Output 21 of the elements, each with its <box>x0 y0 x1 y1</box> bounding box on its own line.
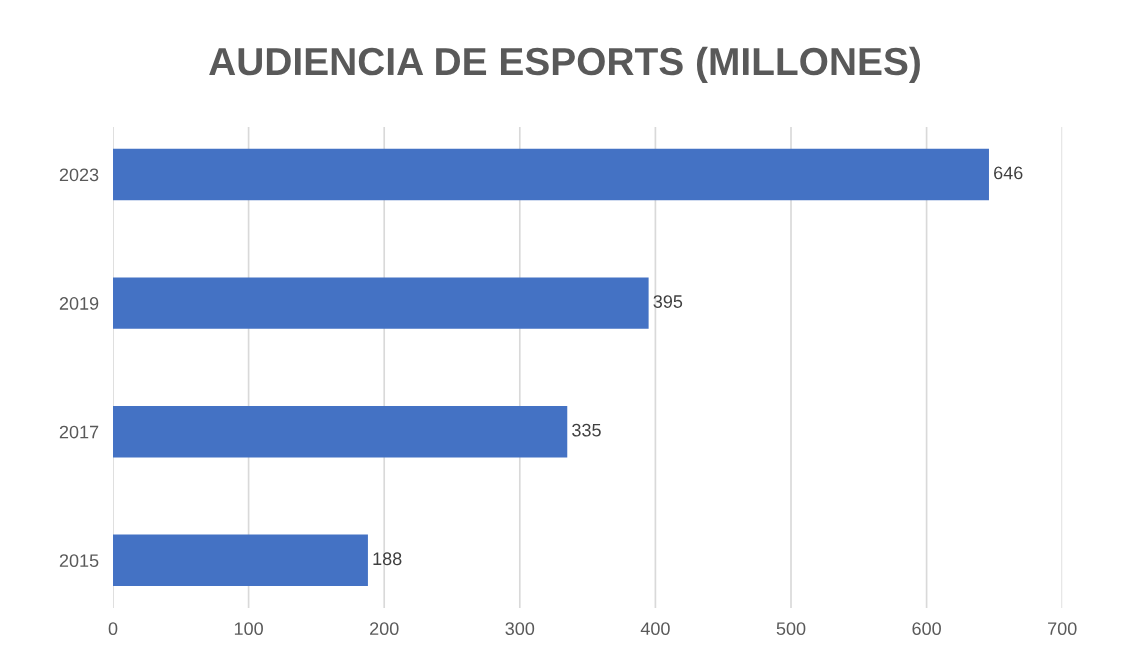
data-label: 395 <box>653 295 683 308</box>
x-tick-label: 400 <box>640 622 670 636</box>
chart-title: AUDIENCIA DE ESPORTS (MILLONES) <box>209 46 920 84</box>
x-tick-label: 300 <box>505 622 535 636</box>
data-label: 188 <box>373 552 402 566</box>
x-tick-label: 200 <box>370 622 399 636</box>
bar <box>113 405 568 458</box>
data-label: 335 <box>572 423 601 437</box>
bar <box>113 277 649 329</box>
x-tick-label: 100 <box>234 622 263 636</box>
data-label: 646 <box>994 166 1023 180</box>
y-tick-label: 2017 <box>59 425 99 439</box>
x-tick-label: 700 <box>1048 622 1077 636</box>
bar <box>113 534 368 587</box>
x-tick-label: 600 <box>912 622 941 636</box>
y-tick-label: 2015 <box>59 554 99 568</box>
x-tick-label: 0 <box>108 622 118 636</box>
y-tick-label: 2019 <box>59 297 99 310</box>
y-tick-label: 2023 <box>59 168 99 182</box>
bar <box>113 148 989 201</box>
x-tick-label: 500 <box>776 622 806 636</box>
